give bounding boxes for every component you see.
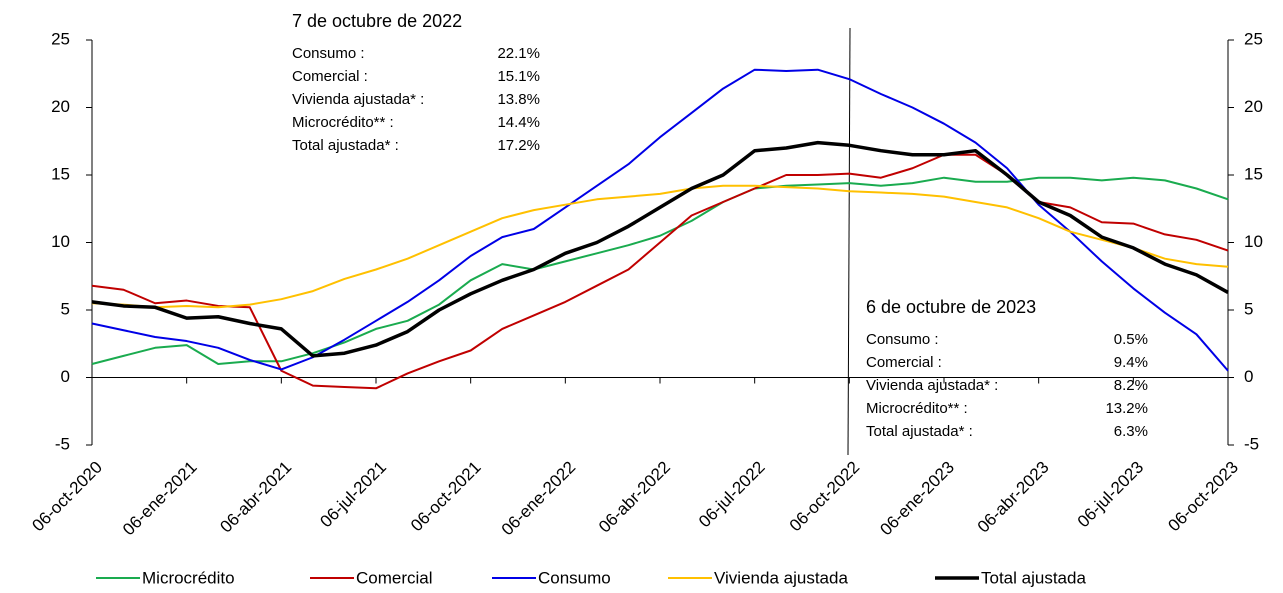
x-tick-label: 06-jul-2022 bbox=[695, 458, 769, 532]
x-tick-label: 06-oct-2022 bbox=[786, 458, 864, 536]
x-tick-label: 06-jul-2023 bbox=[1074, 458, 1148, 532]
x-tick-label: 06-oct-2021 bbox=[407, 458, 485, 536]
series-line bbox=[91, 140, 1229, 358]
x-tick-label: 06-abr-2022 bbox=[595, 458, 674, 537]
annotation-value: 8.2% bbox=[1114, 377, 1148, 394]
annotation-value: 22.1% bbox=[497, 45, 540, 62]
annotation-value: 9.4% bbox=[1114, 354, 1148, 371]
annotation-label: Microcrédito** : bbox=[866, 400, 968, 417]
y2-tick-label: 15 bbox=[1244, 164, 1263, 183]
annotation-value: 15.1% bbox=[497, 68, 540, 85]
annotation-label: Comercial : bbox=[292, 68, 368, 85]
y-tick-label: 0 bbox=[61, 367, 70, 386]
series-line bbox=[91, 184, 1229, 309]
annotation-title: 7 de octubre de 2022 bbox=[292, 11, 462, 31]
annotation-label: Comercial : bbox=[866, 354, 942, 371]
annotation-label: Total ajustada* : bbox=[292, 137, 399, 154]
y-tick-label: 10 bbox=[51, 232, 70, 251]
legend-label: Comercial bbox=[356, 568, 433, 587]
x-tick-label: 06-ene-2023 bbox=[876, 458, 958, 540]
series-line bbox=[91, 176, 1229, 365]
y2-tick-label: 5 bbox=[1244, 299, 1253, 318]
annotation: 6 de octubre de 2023 Consumo : 0.5% Comerci… bbox=[866, 297, 1148, 440]
legend-label: Total ajustada bbox=[981, 568, 1086, 587]
y-tick-label: 15 bbox=[51, 164, 70, 183]
y-tick-label: 25 bbox=[51, 29, 70, 48]
legend-label: Consumo bbox=[538, 568, 611, 587]
annotation-label: Total ajustada* : bbox=[866, 423, 973, 440]
annotation-title: 6 de octubre de 2023 bbox=[866, 297, 1036, 317]
x-tick-label: 06-abr-2021 bbox=[216, 458, 295, 537]
x-tick-label: 06-oct-2023 bbox=[1164, 458, 1242, 536]
series-line bbox=[91, 68, 1229, 372]
annotation-label: Consumo : bbox=[292, 45, 365, 62]
x-tick-label: 06-ene-2022 bbox=[498, 458, 580, 540]
reference-line bbox=[847, 27, 851, 456]
annotation-label: Vivienda ajustada* : bbox=[866, 377, 998, 394]
annotation: 7 de octubre de 2022 Consumo : 22.1% Comerc… bbox=[292, 11, 540, 154]
series-line bbox=[91, 153, 1229, 390]
annotation-value: 0.5% bbox=[1114, 331, 1148, 348]
x-tick-label: 06-oct-2020 bbox=[28, 458, 106, 536]
annotation-value: 13.2% bbox=[1105, 400, 1148, 417]
annotation-label: Vivienda ajustada* : bbox=[292, 91, 424, 108]
legend-label: Vivienda ajustada bbox=[714, 568, 848, 587]
annotation-label: Microcrédito** : bbox=[292, 114, 394, 131]
x-tick-label: 06-abr-2023 bbox=[974, 458, 1053, 537]
annotation-value: 6.3% bbox=[1114, 423, 1148, 440]
y2-tick-label: -5 bbox=[1244, 434, 1259, 453]
y2-tick-label: 20 bbox=[1244, 97, 1263, 116]
annotation-value: 17.2% bbox=[497, 137, 540, 154]
annotation-value: 14.4% bbox=[497, 114, 540, 131]
y-tick-label: 20 bbox=[51, 97, 70, 116]
annotation-value: 13.8% bbox=[497, 91, 540, 108]
y2-tick-label: 0 bbox=[1244, 367, 1253, 386]
y-tick-label: -5 bbox=[55, 434, 70, 453]
y-tick-label: 5 bbox=[61, 299, 70, 318]
x-tick-label: 06-jul-2021 bbox=[316, 458, 390, 532]
y2-tick-label: 10 bbox=[1244, 232, 1263, 251]
legend-label: Microcrédito bbox=[142, 568, 235, 587]
x-tick-label: 06-ene-2021 bbox=[119, 458, 201, 540]
y2-tick-label: 25 bbox=[1244, 29, 1263, 48]
annotation-label: Consumo : bbox=[866, 331, 939, 348]
